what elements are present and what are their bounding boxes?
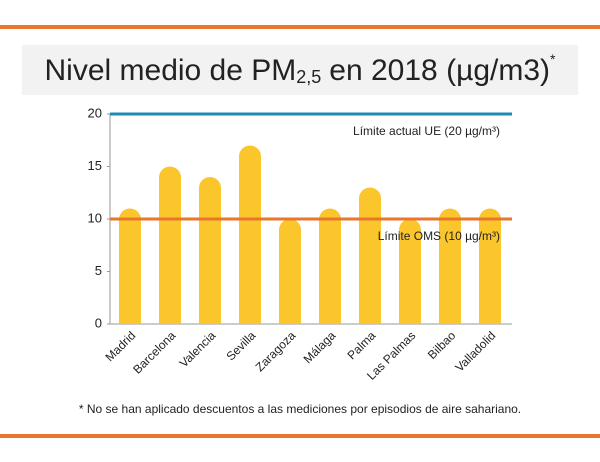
y-tick-label: 0	[95, 315, 102, 330]
reference-label: Límite actual UE (20 µg/m³)	[353, 124, 500, 138]
x-tick-label: Valladolid	[452, 328, 498, 374]
x-tick-label: Sevilla	[223, 328, 258, 363]
bar	[359, 187, 381, 324]
bar	[239, 145, 261, 324]
y-tick-label: 20	[88, 105, 102, 120]
x-tick-label: Valencia	[177, 328, 219, 370]
bar	[199, 177, 221, 324]
x-tick-label: Málaga	[301, 328, 339, 366]
bottom-rule	[0, 434, 600, 438]
x-tick-label: Bilbao	[425, 328, 459, 362]
x-tick-label: Barcelona	[130, 328, 178, 376]
reference-label: Límite OMS (10 µg/m³)	[378, 229, 500, 243]
bar	[159, 166, 181, 324]
x-tick-label: Palma	[344, 328, 378, 362]
bar	[319, 208, 341, 324]
bar	[479, 208, 501, 324]
y-tick-label: 15	[88, 158, 102, 173]
top-rule	[0, 25, 600, 29]
title-mark: *	[550, 51, 556, 67]
bar	[399, 219, 421, 324]
y-tick-label: 10	[88, 210, 102, 225]
title-band	[22, 45, 578, 95]
title-rest: en 2018 (µg/m3)	[329, 54, 550, 87]
y-tick-label: 5	[95, 263, 102, 278]
chart-title: Nivel medio de PM2,5 en 2018 (µg/m3)*	[45, 51, 557, 87]
x-tick-label: Zaragoza	[253, 328, 299, 374]
footnote: * No se han aplicado descuentos a las me…	[79, 402, 521, 416]
title-subscript: 2,5	[296, 67, 321, 87]
bar	[439, 208, 461, 324]
bar	[119, 208, 141, 324]
title-main: Nivel medio de PM	[45, 54, 297, 87]
bar	[279, 219, 301, 324]
x-tick-label: Madrid	[103, 328, 139, 364]
